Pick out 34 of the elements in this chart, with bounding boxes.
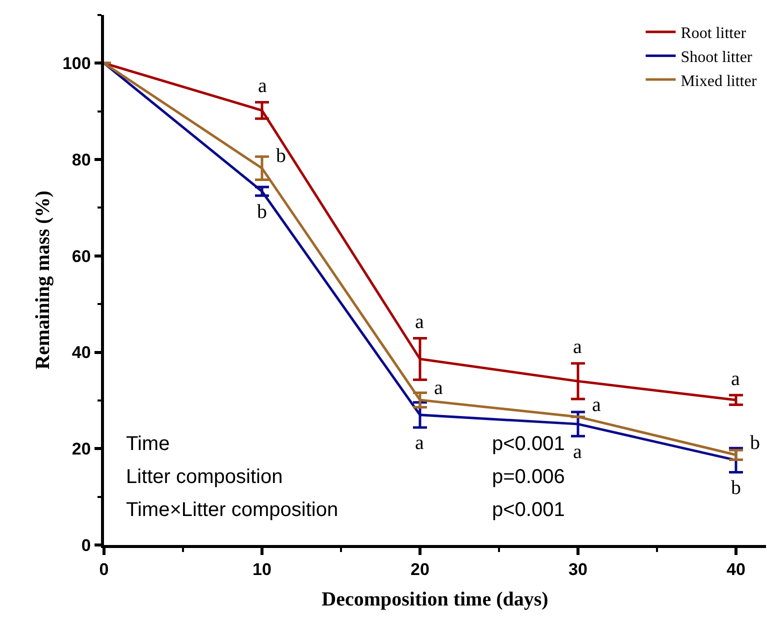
annotation: b xyxy=(750,432,760,454)
annotation: Litter composition xyxy=(126,466,283,488)
annotation: a xyxy=(592,394,601,416)
annotation: a xyxy=(731,368,740,390)
legend-label: Shoot litter xyxy=(680,48,753,66)
annotation: b xyxy=(276,145,286,167)
annotation: Time×Litter composition xyxy=(126,499,338,521)
x-axis-title: Decomposition time (days) xyxy=(322,588,548,611)
annotation: b xyxy=(257,201,267,223)
x-tick-label: 10 xyxy=(252,560,272,580)
annotation: p=0.006 xyxy=(492,466,565,488)
x-tick-label: 20 xyxy=(410,560,430,580)
legend-label: Root litter xyxy=(680,25,747,42)
y-tick-label: 20 xyxy=(72,440,91,459)
y-tick-label: 100 xyxy=(62,54,91,74)
y-tick-label: 80 xyxy=(72,150,91,170)
x-tick-label: 40 xyxy=(726,560,746,580)
x-tick-label: 0 xyxy=(99,560,109,580)
annotation: a xyxy=(258,75,267,97)
legend-label: Mixed litter xyxy=(680,72,758,90)
y-tick-label: 40 xyxy=(72,343,91,362)
y-tick-label: 0 xyxy=(81,536,91,555)
annotation: p<0.001 xyxy=(492,499,565,521)
annotation: Time xyxy=(126,433,170,455)
y-axis-title: Remaining mass (%) xyxy=(32,190,54,370)
annotation: a xyxy=(434,377,443,399)
annotation: b xyxy=(731,477,741,499)
annotation: p<0.001 xyxy=(492,433,565,455)
annotation: a xyxy=(573,441,582,463)
annotation: a xyxy=(415,432,424,454)
annotation: a xyxy=(415,311,424,333)
annotation: a xyxy=(573,336,582,358)
x-tick-label: 30 xyxy=(568,560,588,580)
y-tick-label: 60 xyxy=(72,246,91,266)
